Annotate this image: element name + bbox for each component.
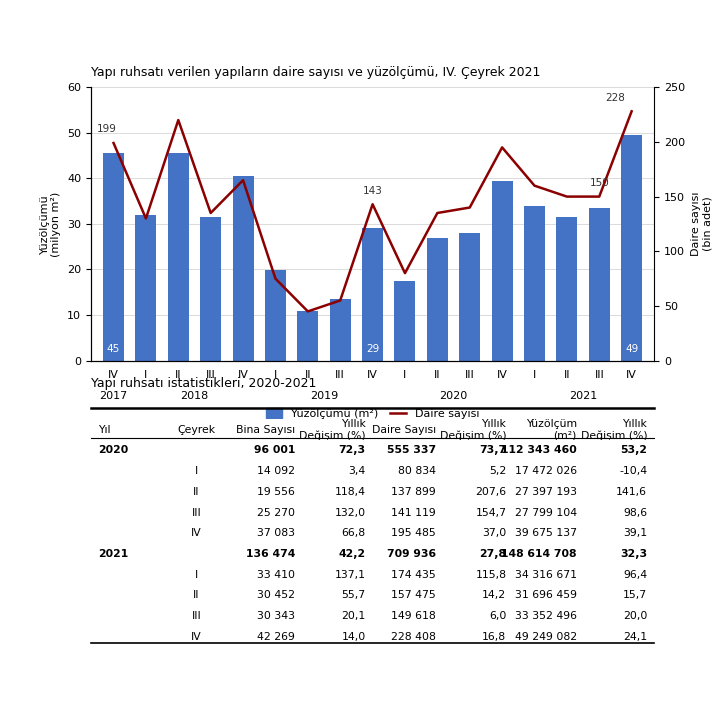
Bar (395, 281, 416, 361)
Text: 2021: 2021 (569, 391, 597, 401)
Text: 2019: 2019 (310, 391, 338, 401)
Text: Yapı ruhsatı istatistikleri, 2020-2021: Yapı ruhsatı istatistikleri, 2020-2021 (91, 377, 316, 390)
Text: 2017: 2017 (100, 391, 128, 401)
Text: 2020: 2020 (439, 391, 467, 401)
Bar (329, 299, 350, 361)
Text: 45: 45 (107, 344, 120, 354)
Text: 49: 49 (625, 344, 638, 354)
Text: 29: 29 (366, 344, 379, 354)
Y-axis label: Yüzölçümü
(milyon m²): Yüzölçümü (milyon m²) (40, 191, 62, 257)
Bar (265, 270, 286, 361)
Y-axis label: Daire sayısı
(bin adet): Daire sayısı (bin adet) (691, 192, 712, 256)
Bar (135, 214, 156, 361)
Bar (459, 233, 481, 361)
Bar (103, 153, 124, 361)
Bar (621, 135, 642, 361)
Text: 2018: 2018 (180, 391, 209, 401)
Bar (233, 176, 254, 361)
Legend: Yüzölçümü (m²), Daire sayısı: Yüzölçümü (m²), Daire sayısı (261, 403, 484, 423)
Text: 143: 143 (363, 185, 382, 196)
Bar (168, 153, 189, 361)
Bar (524, 206, 545, 361)
Text: Yapı ruhsatı verilen yapıların daire sayısı ve yüzölçümü, IV. Çeyrek 2021: Yapı ruhsatı verilen yapıların daire say… (91, 66, 540, 79)
Bar (491, 180, 513, 361)
Bar (556, 217, 577, 361)
Bar (427, 238, 448, 361)
Bar (362, 228, 383, 361)
Bar (589, 208, 610, 361)
Text: 199: 199 (97, 124, 117, 134)
Text: 150: 150 (590, 178, 609, 188)
Bar (200, 217, 221, 361)
Text: 228: 228 (606, 92, 625, 103)
Bar (297, 310, 318, 361)
